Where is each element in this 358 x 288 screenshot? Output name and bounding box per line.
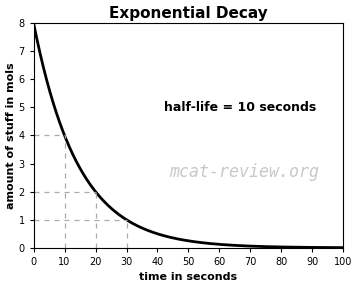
- X-axis label: time in seconds: time in seconds: [139, 272, 237, 283]
- Text: mcat-review.org: mcat-review.org: [169, 163, 319, 181]
- Text: half-life = 10 seconds: half-life = 10 seconds: [164, 101, 316, 114]
- Y-axis label: amount of stuff in mols: amount of stuff in mols: [6, 62, 15, 209]
- Title: Exponential Decay: Exponential Decay: [109, 5, 268, 20]
